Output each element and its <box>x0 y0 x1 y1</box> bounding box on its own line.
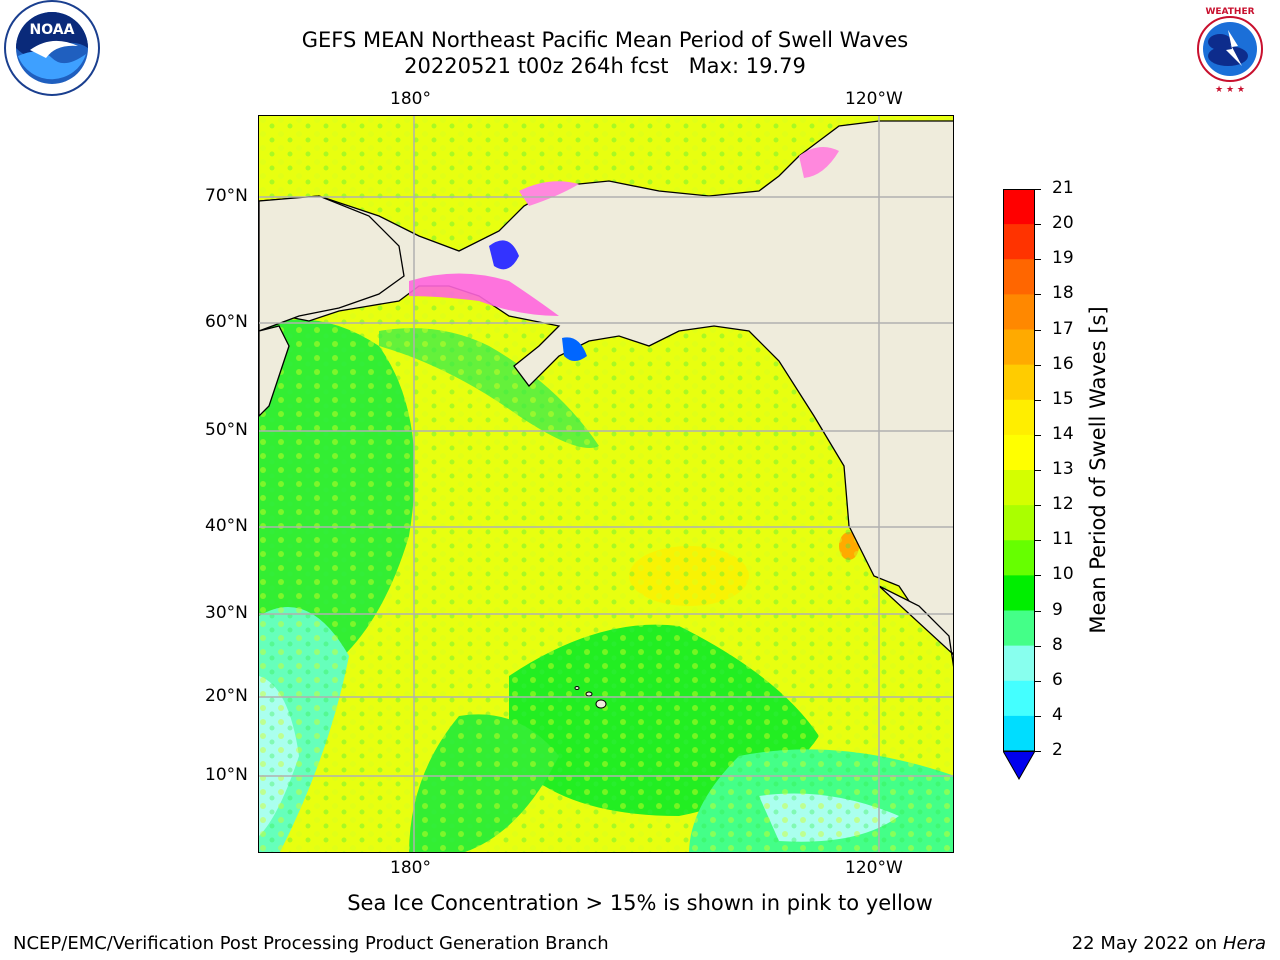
colorbar-extend-arrow <box>1002 750 1036 781</box>
colorbar-segment <box>1003 364 1035 401</box>
colorbar-tick-label: 8 <box>1052 634 1063 655</box>
colorbar-tick-label: 18 <box>1052 283 1074 304</box>
colorbar-segment <box>1003 294 1035 330</box>
colorbar-segment <box>1003 715 1035 752</box>
land-kamchatka <box>259 325 290 417</box>
colorbar-tick-mark <box>1035 329 1041 331</box>
svg-text:NOAA: NOAA <box>30 22 75 38</box>
colorbar-segment <box>1003 505 1035 541</box>
sea-ice-bering <box>409 273 559 316</box>
date-line: 22 May 2022 on Hera <box>1071 933 1266 954</box>
sea-ice-blue <box>489 240 519 270</box>
colorbar <box>1002 189 1036 789</box>
colorbar-segment <box>1003 610 1035 647</box>
lat-tick-40n: 40°N <box>205 516 248 536</box>
colorbar-tick-mark <box>1035 294 1041 296</box>
colorbar-tick-mark <box>1035 610 1041 612</box>
lat-tick-10n: 10°N <box>205 765 248 785</box>
graticule <box>259 116 953 852</box>
sea-ice-note: Sea Ice Concentration > 15% is shown in … <box>347 891 933 915</box>
colorbar-tick-label: 19 <box>1052 248 1074 269</box>
nws-logo: WEATHER ★ ★ ★ <box>1180 0 1280 98</box>
colorbar-tick-label: 21 <box>1052 178 1074 198</box>
colorbar-tick-label: 14 <box>1052 423 1074 444</box>
colorbar-tick-mark <box>1035 751 1041 752</box>
colorbar-tick-label: 6 <box>1052 669 1063 690</box>
lat-tick-20n: 20°N <box>205 686 248 706</box>
colorbar-tick-label: 17 <box>1052 318 1074 339</box>
colorbar-tick-label: 16 <box>1052 353 1074 374</box>
colorbar-tick-label: 13 <box>1052 459 1074 479</box>
lat-tick-60n: 60°N <box>205 312 248 332</box>
colorbar-segment <box>1003 189 1035 225</box>
lon-tick-bottom-120w: 120°W <box>845 858 903 878</box>
colorbar-tick-mark <box>1035 364 1041 366</box>
lon-tick-top-180: 180° <box>390 89 431 109</box>
lon-tick-top-120w: 120°W <box>845 89 903 109</box>
colorbar-tick-mark <box>1035 470 1041 471</box>
colorbar-tick-label: 9 <box>1052 599 1063 620</box>
colorbar-tick-mark <box>1035 680 1041 682</box>
system-name: Hera <box>1222 933 1266 954</box>
lat-tick-70n: 70°N <box>205 186 248 206</box>
colorbar-segment <box>1003 399 1035 436</box>
colorbar-tick-mark <box>1035 505 1041 507</box>
colorbar-segment <box>1003 540 1035 576</box>
colorbar-tick-label: 12 <box>1052 494 1074 515</box>
colorbar-segment <box>1003 680 1035 717</box>
svg-text:★ ★ ★: ★ ★ ★ <box>1215 85 1245 95</box>
colorbar-segment <box>1003 259 1035 295</box>
colorbar-tick-mark <box>1035 540 1041 542</box>
colorbar-tick-label: 11 <box>1052 529 1074 550</box>
noaa-logo: NOAA <box>0 0 104 98</box>
colorbar-tick-mark <box>1035 224 1041 226</box>
colorbar-segment <box>1003 575 1035 611</box>
colorbar-tick-mark <box>1035 434 1041 436</box>
colorbar-segment <box>1003 470 1035 506</box>
lat-tick-30n: 30°N <box>205 603 248 623</box>
colorbar-segment <box>1003 224 1035 260</box>
colorbar-segment <box>1003 434 1035 471</box>
lon-tick-bottom-180: 180° <box>390 858 431 878</box>
colorbar-tick-label: 4 <box>1052 704 1063 725</box>
map-subtitle: 20220521 t00z 264h fcst Max: 19.79 <box>404 54 806 78</box>
colorbar-tick-mark <box>1035 575 1041 577</box>
map-title: GEFS MEAN Northeast Pacific Mean Period … <box>301 28 909 52</box>
colorbar-tick-mark <box>1035 645 1041 647</box>
colorbar-tick-label: 10 <box>1052 564 1074 585</box>
svg-text:WEATHER: WEATHER <box>1205 7 1254 17</box>
colorbar-tick-mark <box>1035 259 1041 261</box>
colorbar-tick-label: 15 <box>1052 388 1074 409</box>
colorbar-tick-label: 20 <box>1052 213 1074 234</box>
colorbar-segment <box>1003 329 1035 366</box>
colorbar-tick-mark <box>1035 189 1041 190</box>
map-canvas <box>259 116 953 852</box>
colorbar-title: Mean Period of Swell Waves [s] <box>1086 306 1110 634</box>
colorbar-segment <box>1003 645 1035 682</box>
lat-tick-50n: 50°N <box>205 420 248 440</box>
colorbar-tick-mark <box>1035 399 1041 401</box>
colorbar-tick-mark <box>1035 715 1041 717</box>
colorbar-tick-label: 2 <box>1052 740 1063 760</box>
map-panel[interactable] <box>258 115 954 853</box>
credit-line: NCEP/EMC/Verification Post Processing Pr… <box>13 933 609 954</box>
